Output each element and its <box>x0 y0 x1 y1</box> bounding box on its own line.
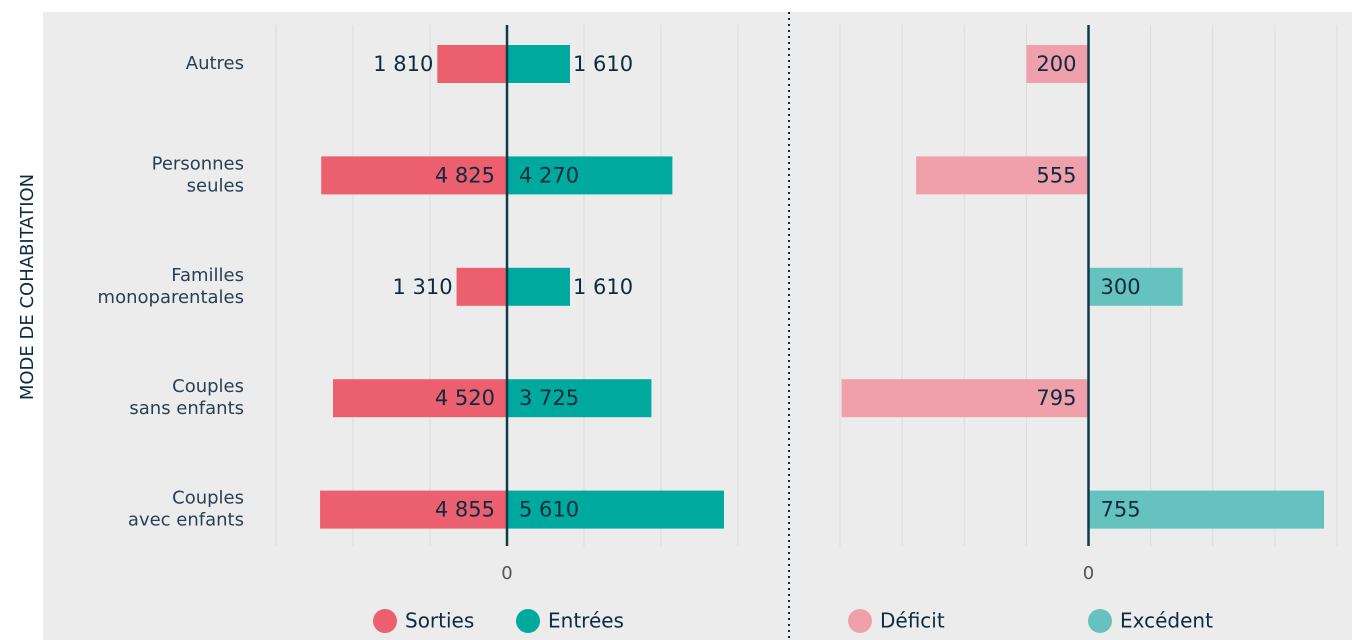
category-label: avec enfants <box>128 510 244 531</box>
bar <box>508 490 724 529</box>
bar <box>508 267 570 306</box>
value-label: 1 610 <box>573 275 633 299</box>
value-label: 795 <box>1036 386 1076 410</box>
bar <box>508 156 673 195</box>
bar <box>332 379 507 418</box>
legend-swatch <box>373 609 397 633</box>
category-label: sans enfants <box>129 398 244 419</box>
value-label: 4 855 <box>435 498 495 522</box>
legend-swatch <box>516 609 540 633</box>
bar <box>321 156 507 195</box>
legend-label: Excédent <box>1120 609 1213 633</box>
value-label: 1 610 <box>573 52 633 76</box>
bar <box>456 267 507 306</box>
category-label: Autres <box>186 53 244 74</box>
panel <box>43 12 1352 640</box>
category-label: Personnes <box>152 153 244 174</box>
legend-label: Entrées <box>548 609 624 633</box>
value-label: 5 610 <box>519 498 579 522</box>
legend-label: Déficit <box>880 609 945 633</box>
value-label: 300 <box>1101 275 1141 299</box>
value-label: 4 270 <box>519 163 579 187</box>
category-label: Familles <box>171 265 244 286</box>
value-label: 555 <box>1036 163 1076 187</box>
value-label: 4 825 <box>435 163 495 187</box>
x-tick-label: 0 <box>501 563 512 584</box>
bar <box>320 490 507 529</box>
bar <box>1026 45 1089 83</box>
bar <box>841 379 1089 418</box>
value-label: 1 810 <box>373 52 433 76</box>
bar <box>1089 267 1183 306</box>
legend-label: Sorties <box>405 609 474 633</box>
value-label: 1 310 <box>392 275 452 299</box>
category-label: seules <box>187 175 244 196</box>
bar <box>1089 490 1325 529</box>
value-label: 200 <box>1036 52 1076 76</box>
bar <box>916 156 1089 195</box>
legend-swatch <box>848 609 872 633</box>
bar <box>508 45 570 83</box>
legend-swatch <box>1088 609 1112 633</box>
category-label: Couples <box>172 376 244 397</box>
category-label: monoparentales <box>98 287 244 308</box>
x-tick-label: 0 <box>1083 563 1094 584</box>
value-label: 4 520 <box>435 386 495 410</box>
bar <box>437 45 507 83</box>
value-label: 755 <box>1101 498 1141 522</box>
bar <box>508 379 652 418</box>
category-label: Couples <box>172 488 244 509</box>
value-label: 3 725 <box>519 386 579 410</box>
y-axis-label: MODE DE COHABITATION <box>17 174 38 400</box>
